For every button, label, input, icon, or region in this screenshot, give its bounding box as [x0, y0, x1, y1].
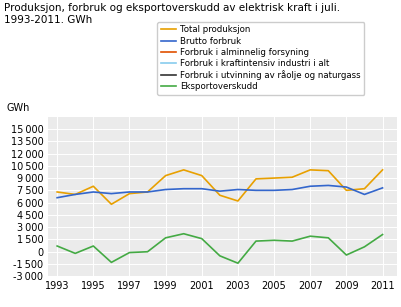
Total produksjon — [55, 190, 60, 194]
Total produksjon — [145, 190, 150, 194]
Eksportoverskudd — [362, 245, 367, 249]
Eksportoverskudd — [217, 254, 222, 258]
Eksportoverskudd — [380, 233, 385, 236]
Eksportoverskudd — [127, 251, 132, 255]
Brutto forbruk — [127, 190, 132, 194]
Total produksjon — [73, 192, 78, 196]
Total produksjon — [253, 177, 258, 181]
Total produksjon — [109, 202, 114, 206]
Total produksjon — [181, 168, 186, 172]
Total produksjon — [163, 174, 168, 177]
Total produksjon — [290, 175, 295, 179]
Line: Eksportoverskudd: Eksportoverskudd — [57, 234, 383, 263]
Total produksjon — [271, 176, 276, 180]
Forbruk i kraftintensiv industri i alt — [380, 228, 385, 231]
Eksportoverskudd — [163, 236, 168, 240]
Brutto forbruk — [380, 186, 385, 190]
Text: Produksjon, forbruk og eksportoverskudd av elektrisk kraft i juli.
1993-2011. GW: Produksjon, forbruk og eksportoverskudd … — [4, 3, 340, 25]
Total produksjon — [344, 188, 349, 192]
Brutto forbruk — [73, 192, 78, 196]
Eksportoverskudd — [181, 232, 186, 235]
Brutto forbruk — [109, 192, 114, 196]
Forbruk i alminnelig forsyning — [380, 222, 385, 226]
Total produksjon — [235, 199, 240, 203]
Eksportoverskudd — [109, 261, 114, 264]
Legend: Total produksjon, Brutto forbruk, Forbruk i alminnelig forsyning, Forbruk i kraf: Total produksjon, Brutto forbruk, Forbru… — [157, 22, 365, 95]
Eksportoverskudd — [235, 261, 240, 265]
Text: GWh: GWh — [6, 103, 30, 114]
Eksportoverskudd — [308, 234, 313, 238]
Brutto forbruk — [217, 189, 222, 193]
Total produksjon — [217, 193, 222, 197]
Eksportoverskudd — [253, 239, 258, 243]
Brutto forbruk — [290, 188, 295, 191]
Forbruk i utvinning av råolje og naturgass — [380, 248, 385, 252]
Eksportoverskudd — [290, 239, 295, 243]
Total produksjon — [308, 168, 313, 172]
Brutto forbruk — [253, 188, 258, 192]
Eksportoverskudd — [344, 253, 349, 257]
Brutto forbruk — [91, 190, 96, 194]
Brutto forbruk — [145, 190, 150, 194]
Brutto forbruk — [326, 184, 331, 187]
Eksportoverskudd — [199, 237, 204, 240]
Brutto forbruk — [344, 185, 349, 189]
Eksportoverskudd — [271, 239, 276, 242]
Line: Brutto forbruk: Brutto forbruk — [57, 185, 383, 198]
Eksportoverskudd — [91, 244, 96, 248]
Total produksjon — [326, 169, 331, 173]
Eksportoverskudd — [55, 244, 60, 248]
Total produksjon — [380, 168, 385, 172]
Line: Total produksjon: Total produksjon — [57, 170, 383, 204]
Total produksjon — [199, 174, 204, 177]
Total produksjon — [362, 187, 367, 191]
Brutto forbruk — [163, 188, 168, 191]
Brutto forbruk — [362, 192, 367, 196]
Total produksjon — [127, 192, 132, 196]
Brutto forbruk — [55, 196, 60, 200]
Eksportoverskudd — [145, 250, 150, 254]
Total produksjon — [91, 185, 96, 188]
Brutto forbruk — [181, 187, 186, 191]
Eksportoverskudd — [326, 236, 331, 240]
Brutto forbruk — [235, 188, 240, 191]
Brutto forbruk — [199, 187, 204, 191]
Brutto forbruk — [271, 188, 276, 192]
Eksportoverskudd — [73, 251, 78, 255]
Brutto forbruk — [308, 185, 313, 188]
